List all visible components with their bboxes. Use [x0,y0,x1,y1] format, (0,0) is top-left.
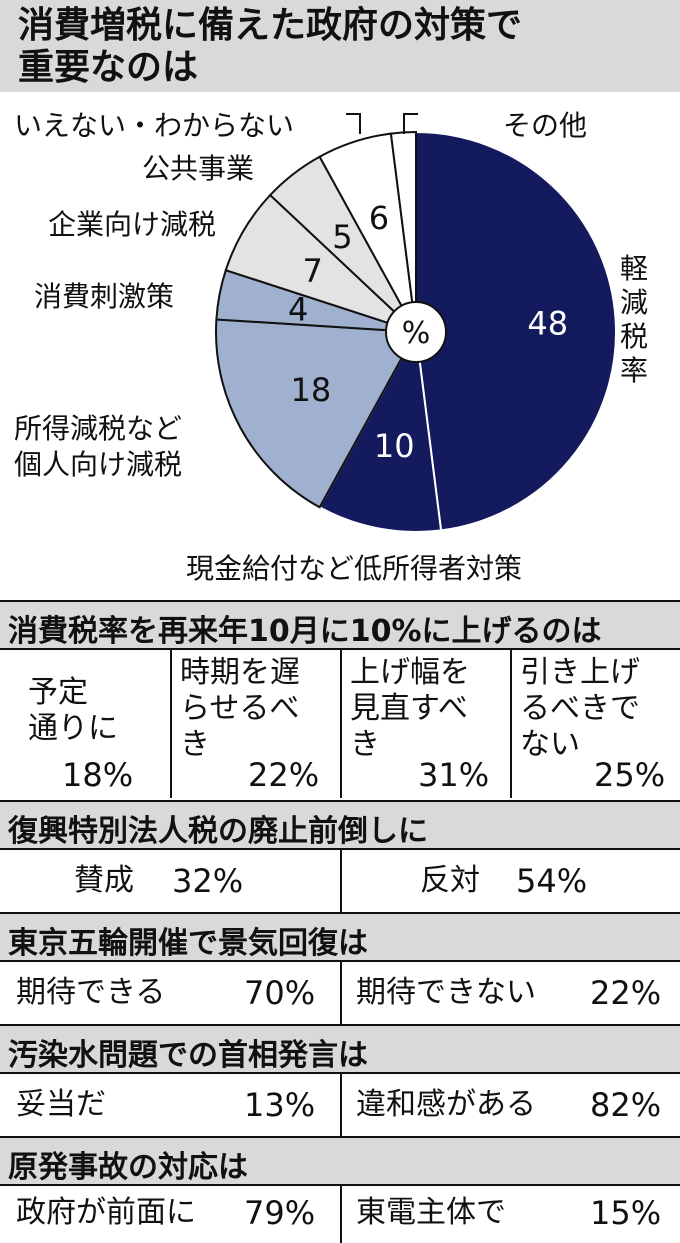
s1-option-2-line1: 時期を遅 [180,655,300,690]
s4-right-pct: 82% [590,1086,662,1124]
pie-label-keigen-2: 減 [620,286,648,319]
s1-option-3-pct: 31% [418,756,490,794]
section-header-s2: 復興特別法人税の廃止前倒しに [0,802,680,849]
s5-right-pct: 15% [590,1194,662,1232]
divider [0,912,680,914]
s1-option-1-line2: 通りに [28,711,118,746]
title-box: 消費増税に備えた政府の対策で 重要なのは [0,0,680,92]
section-header-s3: 東京五輪開催で景気回復は [0,914,680,961]
pie-unit-label: % [402,316,431,351]
divider [0,1072,680,1074]
pie-label-wakaranai: いえない・わからない [14,109,294,142]
s1-option-4-line1: 引き上げ [520,655,640,690]
pie-label-keigen-1: 軽 [620,252,648,285]
s1-option-3-line1: 上げ幅を [350,655,470,690]
pie-slices [215,130,617,533]
pie-value-genkin: 10 [374,427,415,465]
divider [0,960,680,962]
pie-label-shotoku-1: 所得減税など [14,412,182,445]
column-divider [340,1074,342,1136]
pie-value-koukyo: 5 [332,218,352,256]
pie-value-keigen: 48 [527,305,568,343]
pie-label-genkin: 現金給付など低所得者対策 [186,552,522,585]
divider [0,648,680,650]
divider [0,1136,680,1138]
s5-right-label: 東電主体で [356,1195,506,1230]
s5-left-label: 政府が前面に [16,1195,196,1230]
s1-option-4-line2: るべきで [520,691,640,726]
pie-label-keigen-3: 税 [620,320,648,353]
divider [0,1184,680,1186]
s1-option-2-pct: 22% [248,756,320,794]
pie-label-kigyo: 企業向け減税 [48,208,216,241]
s1-option-4-line3: ない [520,727,580,762]
column-divider [340,962,342,1024]
pie-label-shotoku-2: 個人向け減税 [14,448,182,481]
s2-left-pct: 32% [172,862,244,900]
pie-category-labels: いえない・わからない その他 公共事業 企業向け減税 消費刺激策 所得減税など … [14,109,648,585]
section-header-s1: 消費税率を再来年10月に10%に上げるのは [0,602,680,649]
leader-sonota [403,113,418,134]
pie-label-keigen-4: 率 [620,354,648,387]
section-header-s5: 原発事故の対応は [0,1138,680,1185]
chart-title-line2: 重要なのは [18,47,199,88]
pie-leader-lines [346,113,418,134]
pie-value-shotoku: 18 [290,371,331,409]
s3-right-label: 期待できない [356,975,536,1010]
pie-slice-keigen [415,130,617,532]
column-divider [170,650,172,798]
s3-left-label: 期待できる [16,975,166,1010]
s4-left-label: 妥当だ [16,1087,106,1122]
s1-option-2-line2: らせるべ [180,691,300,726]
divider [0,800,680,802]
s5-left-pct: 79% [244,1194,316,1232]
s1-option-1-line1: 予定 [28,675,88,710]
s3-left-pct: 70% [244,974,316,1012]
s1-option-3-line2: 見直すべ [350,691,468,726]
section-title-s3: 東京五輪開催で景気回復は [8,926,368,961]
s1-option-2-line3: き [180,727,210,762]
pie-label-sonota: その他 [503,109,587,142]
leader-wakaranai [346,113,361,134]
pie-center-circle [385,301,447,363]
s3-right-pct: 22% [590,974,662,1012]
s4-left-pct: 13% [244,1086,316,1124]
divider [0,600,680,602]
column-divider [340,1186,342,1243]
divider [0,1024,680,1026]
s2-right-label: 反対 [420,863,480,898]
section-title-s2: 復興特別法人税の廃止前倒しに [8,814,428,849]
s2-left-label: 賛成 [74,863,134,898]
column-divider [510,650,512,798]
column-divider [340,850,342,912]
pie-label-koukyo: 公共事業 [142,152,254,185]
pie-slice-genkin [318,328,443,533]
column-divider [340,650,342,798]
pie-slice-shotoku [215,318,418,509]
section-title-s1: 消費税率を再来年10月に10%に上げるのは [8,614,602,649]
chart-title-line1: 消費増税に備えた政府の対策で [18,5,523,46]
section-header-s4: 汚染水問題での首相発言は [0,1026,680,1073]
s1-option-4-pct: 25% [594,756,666,794]
s2-right-pct: 54% [516,862,588,900]
pie-value-wakaranai: 6 [369,199,389,237]
section-title-s5: 原発事故の対応は [8,1150,248,1185]
section-title-s4: 汚染水問題での首相発言は [8,1038,368,1073]
divider [0,848,680,850]
s1-option-1-pct: 18% [62,756,134,794]
s4-right-label: 違和感がある [356,1087,536,1122]
s1-option-3-line3: き [350,727,380,762]
pie-value-kigyo: 7 [303,252,323,290]
pie-value-shigeki: 4 [288,291,308,329]
pie-label-shigeki: 消費刺激策 [34,280,174,313]
